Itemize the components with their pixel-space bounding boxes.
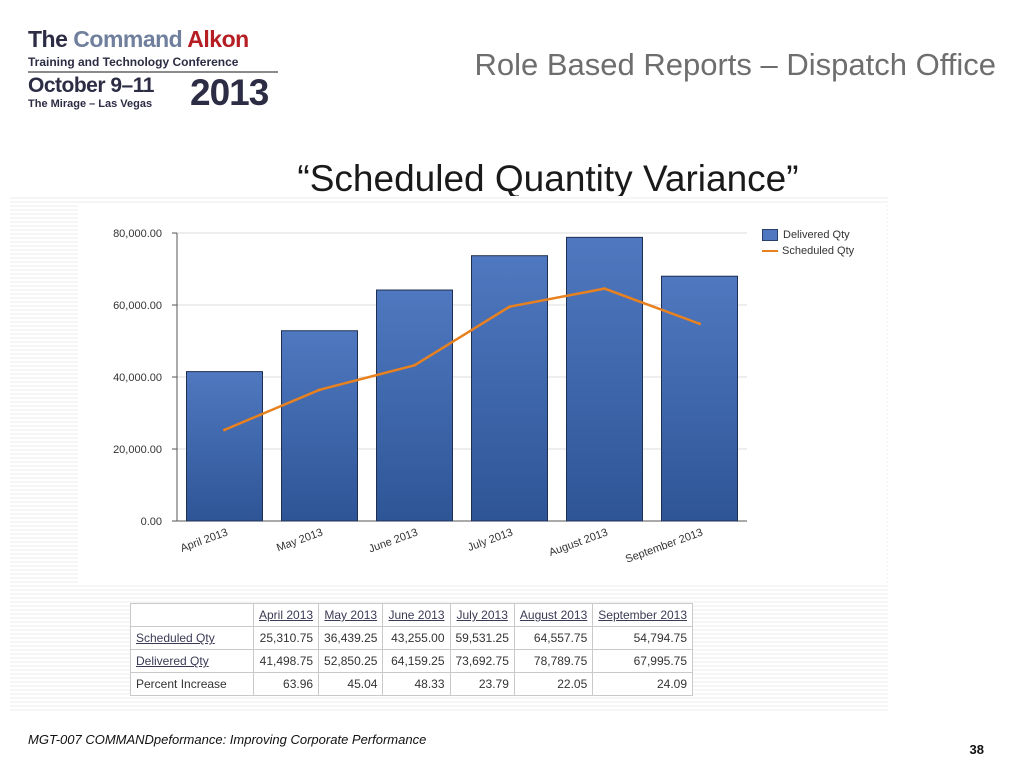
column-header[interactable]: June 2013 bbox=[382, 603, 451, 627]
logo-title: The Command Alkon bbox=[28, 26, 249, 52]
bar-delivered-qty bbox=[281, 330, 358, 522]
point-scheduled-qty bbox=[603, 287, 606, 291]
legend-swatch-bar bbox=[762, 229, 778, 241]
logo-divider bbox=[28, 71, 278, 73]
bar-delivered-qty bbox=[376, 289, 453, 522]
table-cell: 45.04 bbox=[318, 672, 384, 696]
x-tick-label: April 2013 bbox=[179, 527, 230, 555]
column-header[interactable]: May 2013 bbox=[318, 603, 384, 627]
table-cell: 73,692.75 bbox=[449, 649, 515, 673]
legend-label-scheduled: Scheduled Qty bbox=[782, 245, 855, 257]
y-tick-label: 0.00 bbox=[141, 516, 162, 528]
y-tick-label: 40,000.00 bbox=[113, 372, 162, 384]
conference-logo: The Command Alkon Training and Technolog… bbox=[28, 26, 280, 113]
table-cell: 24.09 bbox=[592, 672, 694, 696]
logo-subtitle: Training and Technology Conference bbox=[28, 55, 239, 69]
point-scheduled-qty bbox=[223, 428, 226, 432]
point-scheduled-qty bbox=[318, 388, 321, 392]
table-row: Scheduled Qty 25,310.75 36,439.25 43,255… bbox=[130, 626, 694, 650]
logo-year: 2013 bbox=[190, 72, 269, 113]
column-header[interactable]: August 2013 bbox=[513, 603, 594, 627]
logo-venue: The Mirage – Las Vegas bbox=[28, 98, 153, 110]
table-cell: 59,531.25 bbox=[449, 626, 515, 650]
report-subtitle: “Scheduled Quantity Variance” bbox=[297, 158, 799, 199]
table-cell: 64,557.75 bbox=[513, 626, 594, 650]
chart-legend: Delivered Qty Scheduled Qty bbox=[762, 227, 854, 259]
line-scheduled-qty bbox=[224, 287, 700, 432]
logo-dates: October 9–11 bbox=[28, 74, 154, 97]
point-scheduled-qty bbox=[413, 363, 416, 367]
x-tick-label: July 2013 bbox=[466, 527, 514, 554]
page-number: 38 bbox=[969, 742, 984, 757]
x-tick-label: May 2013 bbox=[275, 527, 325, 555]
table-corner bbox=[130, 603, 254, 627]
table-cell: 41,498.75 bbox=[252, 649, 320, 673]
column-header[interactable]: April 2013 bbox=[252, 603, 320, 627]
table-cell: 52,850.25 bbox=[318, 649, 384, 673]
bar-delivered-qty bbox=[471, 255, 548, 522]
table-cell: 48.33 bbox=[382, 672, 451, 696]
point-scheduled-qty bbox=[698, 322, 701, 326]
y-tick-label: 60,000.00 bbox=[113, 300, 162, 312]
table-cell: 54,794.75 bbox=[592, 626, 694, 650]
legend-label-delivered: Delivered Qty bbox=[783, 229, 850, 241]
footer-text: MGT-007 COMMANDpeformance: Improving Cor… bbox=[28, 732, 427, 747]
table-cell: 63.96 bbox=[252, 672, 320, 696]
bar-delivered-qty bbox=[566, 236, 643, 522]
legend-swatch-line bbox=[762, 250, 778, 252]
table-cell: 22.05 bbox=[513, 672, 594, 696]
table-row: Percent Increase 63.96 45.04 48.33 23.79… bbox=[130, 672, 694, 696]
table-cell: 67,995.75 bbox=[592, 649, 694, 673]
column-header[interactable]: July 2013 bbox=[449, 603, 515, 627]
combo-chart: 0.00 20,000.00 40,000.00 60,000.00 80,000.00… bbox=[113, 228, 747, 566]
row-header-link[interactable]: Scheduled Qty bbox=[130, 626, 254, 650]
y-tick-label: 80,000.00 bbox=[113, 228, 162, 240]
row-header: Percent Increase bbox=[130, 672, 254, 696]
bar-delivered-qty bbox=[186, 371, 263, 522]
table-cell: 78,789.75 bbox=[513, 649, 594, 673]
table-header-row: April 2013 May 2013 June 2013 July 2013 … bbox=[130, 603, 694, 627]
column-header[interactable]: September 2013 bbox=[592, 603, 694, 627]
point-scheduled-qty bbox=[508, 305, 511, 309]
table-cell: 64,159.25 bbox=[382, 649, 451, 673]
table-row: Delivered Qty 41,498.75 52,850.25 64,159… bbox=[130, 649, 694, 673]
x-tick-label: June 2013 bbox=[367, 527, 419, 556]
table-cell: 36,439.25 bbox=[318, 626, 384, 650]
x-tick-label: September 2013 bbox=[624, 527, 705, 566]
legend-item-scheduled: Scheduled Qty bbox=[762, 243, 854, 259]
table-cell: 43,255.00 bbox=[382, 626, 451, 650]
x-tick-label: August 2013 bbox=[547, 527, 609, 559]
data-table: April 2013 May 2013 June 2013 July 2013 … bbox=[130, 603, 694, 696]
slide-title: Role Based Reports – Dispatch Office bbox=[474, 47, 996, 82]
row-header-link[interactable]: Delivered Qty bbox=[130, 649, 254, 673]
table-cell: 25,310.75 bbox=[252, 626, 320, 650]
legend-item-delivered: Delivered Qty bbox=[762, 227, 854, 243]
y-tick-label: 20,000.00 bbox=[113, 444, 162, 456]
bar-delivered-qty bbox=[661, 275, 738, 522]
table-cell: 23.79 bbox=[449, 672, 515, 696]
